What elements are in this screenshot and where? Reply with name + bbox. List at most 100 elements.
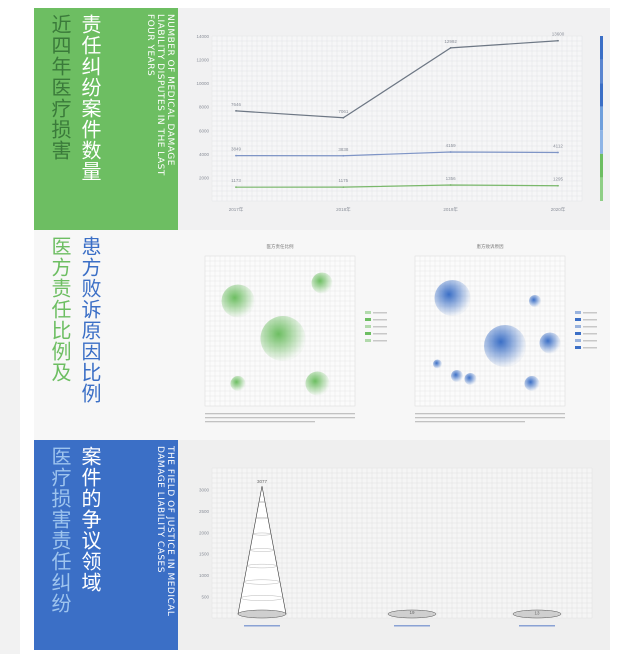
panel3-title-cn-b: 案件的争议领域 xyxy=(78,446,102,593)
data-point xyxy=(449,46,452,49)
data-point xyxy=(449,184,452,186)
legend-text-line xyxy=(373,326,387,328)
y-tick-label: 500 xyxy=(201,595,209,600)
legend-segment xyxy=(600,153,603,178)
bubble-left-svg: 医方责任比例 xyxy=(204,243,387,423)
legend-swatch xyxy=(365,332,371,335)
panel1-title-cn-b: 责任纠纷案件数量 xyxy=(78,14,102,182)
data-point xyxy=(342,186,345,189)
bubble xyxy=(305,371,330,396)
legend-text-line xyxy=(583,319,597,321)
line-chart-svg: 2000 4000 6000 8000 10000 12000 14000 2017年 2018… xyxy=(196,32,603,213)
x-label-placeholder xyxy=(394,625,430,627)
data-label: 12992 xyxy=(444,39,457,44)
title-block-liability: 医方责任比例及 患方败诉原因比例 xyxy=(34,230,178,440)
data-label: 7061 xyxy=(338,109,349,114)
caption-line xyxy=(415,421,525,423)
data-point xyxy=(557,39,559,42)
y-tick-label: 6000 xyxy=(199,128,210,133)
cone-chart-svg: 500 1000 1500 2000 2500 3000 3077 19 13 xyxy=(199,467,593,627)
x-tick-label: 2017年 xyxy=(229,206,244,213)
bubble xyxy=(451,370,463,382)
x-label-placeholder xyxy=(519,625,555,627)
data-point xyxy=(235,109,237,112)
data-label: 1175 xyxy=(338,178,348,183)
cone-ring xyxy=(243,579,281,585)
y-tick-label: 12000 xyxy=(196,58,209,63)
panel1-title-en: NUMBER OF MEDICAL DAMAGE LIABILITY DISPU… xyxy=(145,14,175,176)
cone-ring xyxy=(255,517,269,519)
legend-segment xyxy=(600,83,603,107)
bubble xyxy=(484,325,526,367)
panel-dispute-fields: 医疗损害责任纠纷 案件的争议领域 THE FIELD OF JUSTICE IN… xyxy=(34,440,610,650)
x-label-placeholder xyxy=(244,625,280,627)
legend-swatch xyxy=(365,339,371,342)
legend-text-line xyxy=(373,333,387,335)
line-chart: 2000 4000 6000 8000 10000 12000 14000 2017年 2018… xyxy=(178,8,610,230)
panel2-en-ghost xyxy=(122,236,168,356)
data-point xyxy=(342,116,345,119)
caption-line xyxy=(205,417,355,419)
legend-swatch xyxy=(575,339,581,342)
bubble xyxy=(260,316,306,361)
legend-text-line xyxy=(583,312,597,314)
data-point xyxy=(449,151,452,153)
data-label: 3849 xyxy=(231,147,242,152)
y-tick-label: 1500 xyxy=(199,552,210,557)
bubble xyxy=(221,284,255,318)
panel-case-counts: 近四年医疗损害 责任纠纷案件数量 NUMBER OF MEDICAL DAMAG… xyxy=(34,8,610,230)
y-tick-label: 2000 xyxy=(199,175,210,180)
legend-text-line xyxy=(373,340,387,342)
bubble xyxy=(311,272,333,294)
bubble xyxy=(524,376,540,391)
legend-segment xyxy=(600,177,603,201)
data-label: 13600 xyxy=(552,32,565,37)
data-label: 1295 xyxy=(553,177,564,182)
x-tick-label: 2020年 xyxy=(551,206,566,213)
grid xyxy=(211,35,583,202)
data-label: 19 xyxy=(409,610,415,615)
caption-line xyxy=(415,413,565,415)
cone-bar xyxy=(387,609,437,619)
title-block-case-counts: 近四年医疗损害 责任纠纷案件数量 NUMBER OF MEDICAL DAMAG… xyxy=(34,8,178,230)
series-line xyxy=(235,184,559,188)
legend-text-line xyxy=(583,340,597,342)
bubble xyxy=(434,280,471,316)
data-point xyxy=(235,186,237,189)
cone-bar xyxy=(512,609,562,619)
bubble xyxy=(433,359,442,369)
chart-title: 患方败诉原因 xyxy=(477,243,504,250)
y-tick-label: 4000 xyxy=(199,152,210,157)
data-label: 13 xyxy=(534,610,540,615)
data-label: 1356 xyxy=(446,176,457,181)
data-label: 4159 xyxy=(446,143,457,148)
legend-swatch xyxy=(575,346,581,349)
legend-text-line xyxy=(373,319,387,321)
cone-base xyxy=(512,609,562,619)
panel3-title-cn-a: 医疗损害责任纠纷 xyxy=(48,446,72,614)
data-point xyxy=(342,154,345,157)
series-line xyxy=(235,40,559,119)
caption-line xyxy=(205,413,355,415)
legend-segment xyxy=(600,106,603,131)
data-point xyxy=(235,154,237,157)
panel2-title-cn-b: 患方败诉原因比例 xyxy=(78,236,102,404)
data-point xyxy=(557,151,559,154)
legend-segment xyxy=(600,59,603,84)
series-line xyxy=(235,151,559,157)
data-label: 7646 xyxy=(231,102,242,107)
x-tick-label: 2018年 xyxy=(336,206,351,213)
legend-swatch xyxy=(575,311,581,314)
panel3-title-en: THE FIELD OF JUSTICE IN MEDICAL DAMAGE L… xyxy=(155,446,175,617)
y-tick-label: 3000 xyxy=(199,487,210,492)
bubble xyxy=(539,332,561,354)
legend-swatch xyxy=(365,318,371,321)
y-tick-label: 1000 xyxy=(199,573,210,578)
cone-ring xyxy=(258,501,266,503)
legend-swatch xyxy=(365,311,371,314)
page-edge-strip xyxy=(0,360,20,654)
panel-liability-ratio: 医方责任比例及 患方败诉原因比例 医方责任比例 患方败诉原因 xyxy=(34,230,610,440)
cone-ring xyxy=(252,532,272,536)
legend-swatch xyxy=(575,325,581,328)
cone-base xyxy=(387,609,437,619)
